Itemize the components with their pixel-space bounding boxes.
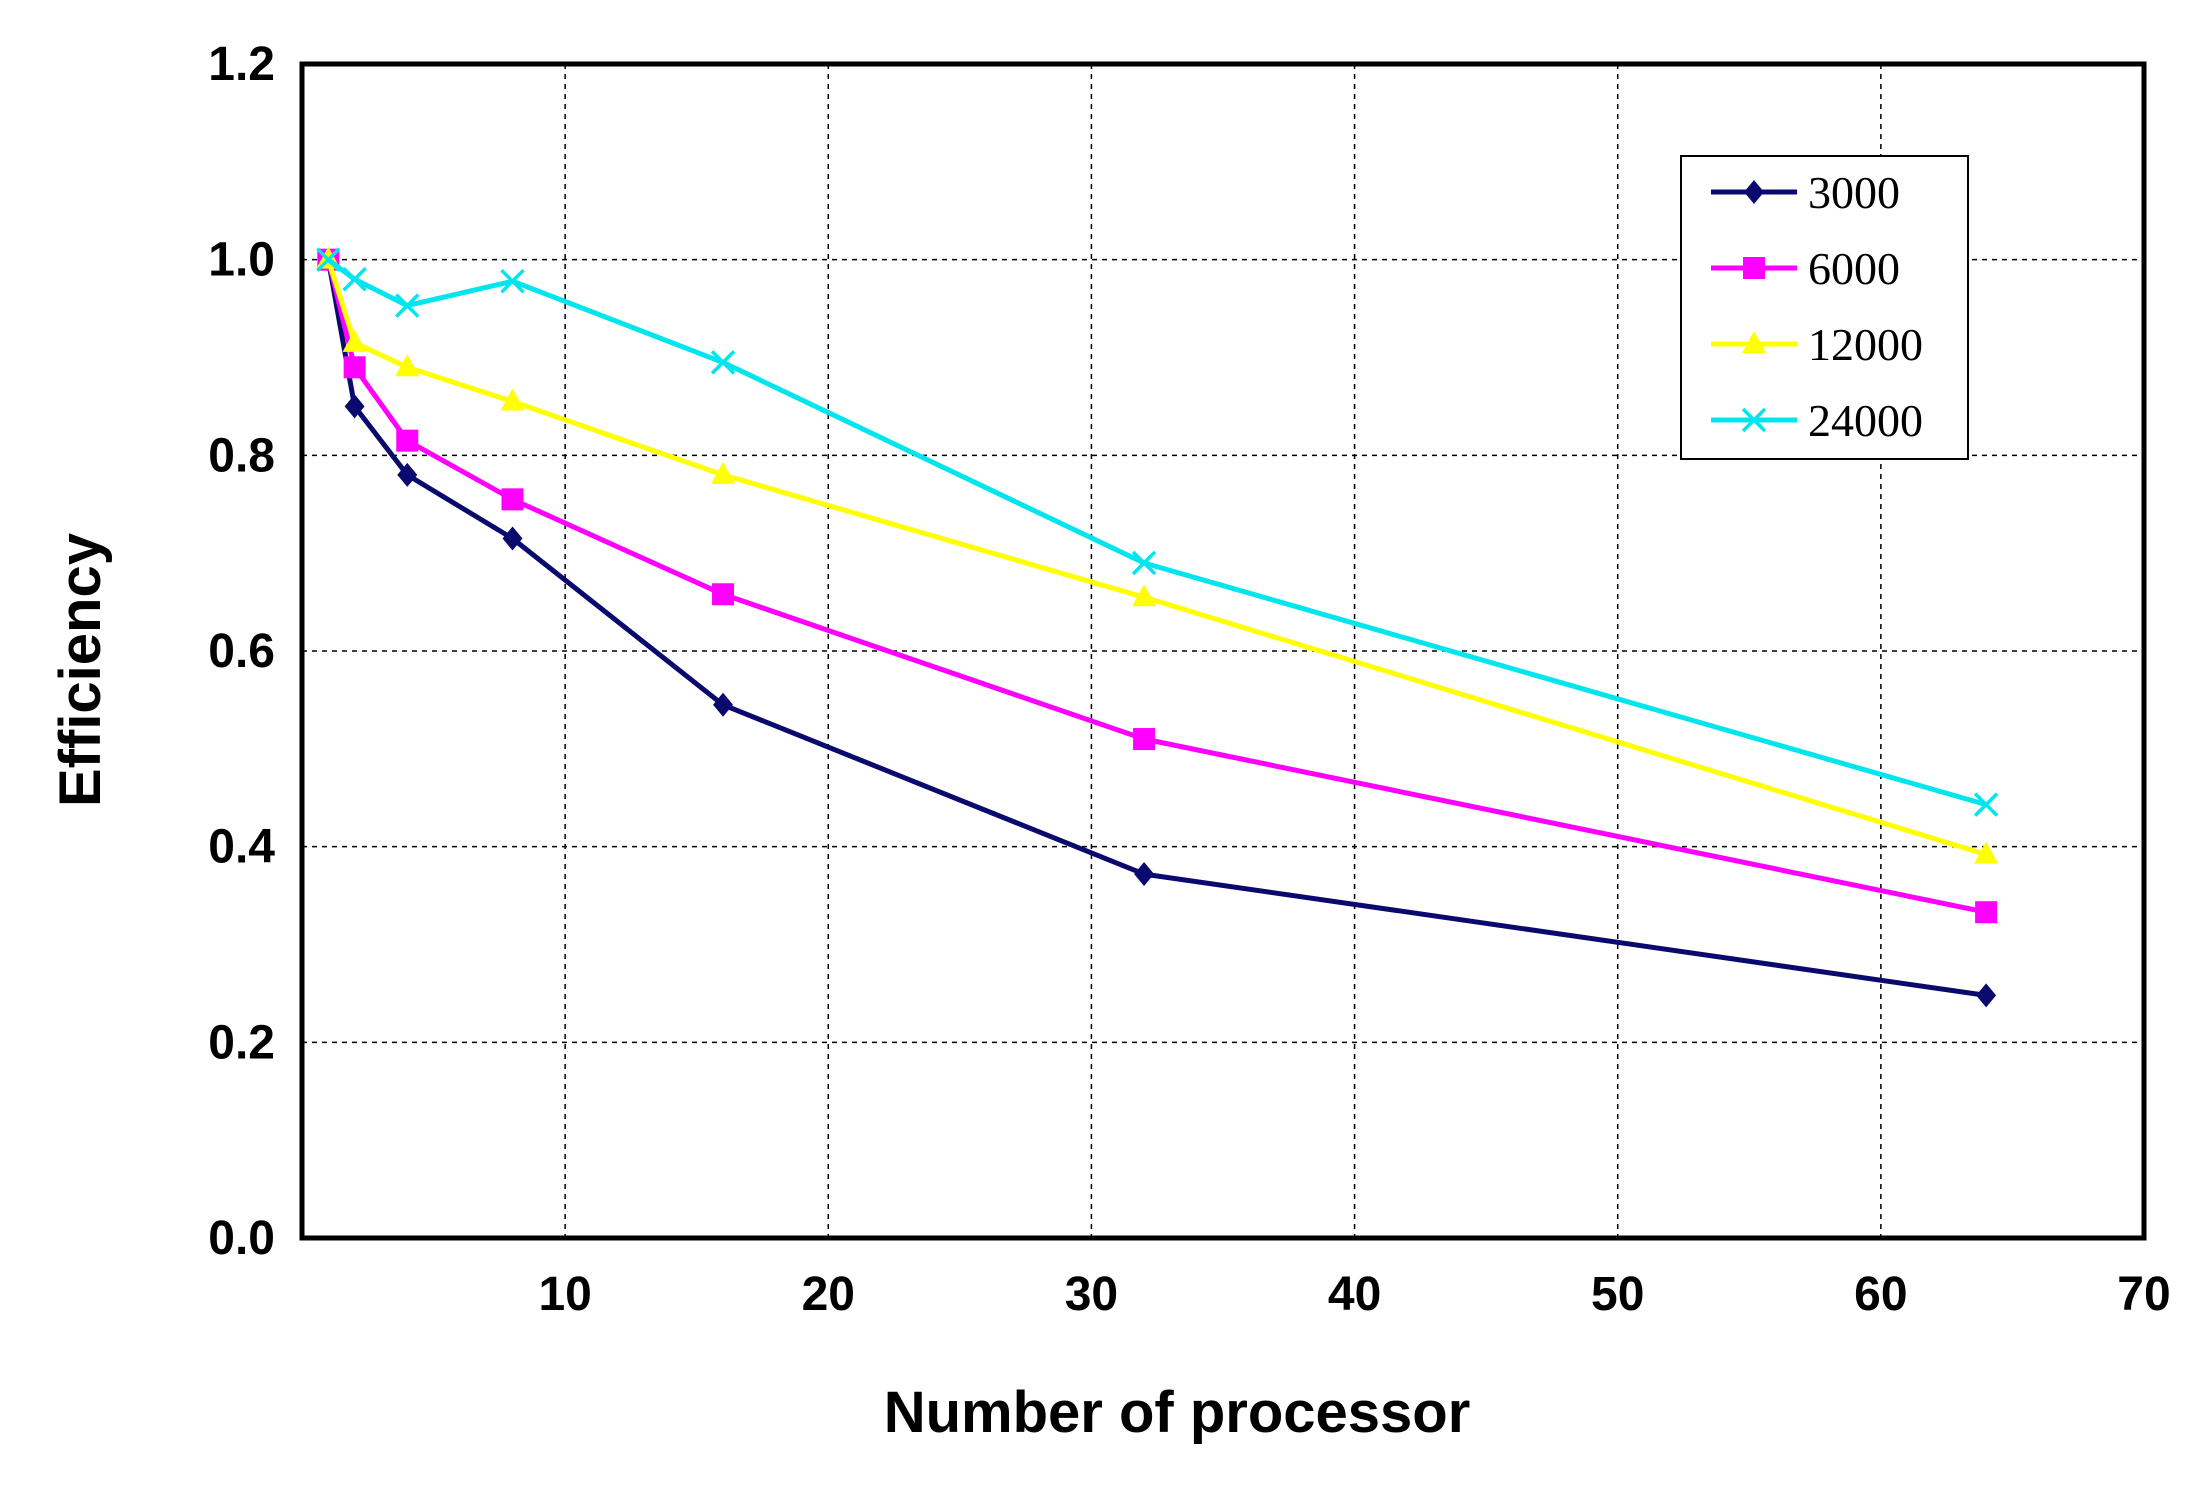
data-point-12000 <box>395 354 420 377</box>
data-point-3000 <box>502 526 523 551</box>
series-24000 <box>316 247 1999 817</box>
series-3000 <box>318 247 1997 1008</box>
x-tick-label: 50 <box>1591 1268 1644 1321</box>
y-tick-label: 0.8 <box>208 429 275 482</box>
legend-marker <box>1742 331 1766 353</box>
y-tick-label: 1.2 <box>208 38 275 91</box>
legend-marker <box>1741 407 1767 433</box>
x-tick-label: 70 <box>2117 1268 2170 1321</box>
data-point-6000 <box>343 356 366 379</box>
data-point-12000 <box>711 461 736 484</box>
data-point-3000 <box>1976 983 1997 1008</box>
data-point-24000 <box>1131 550 1157 576</box>
data-point-6000 <box>1133 728 1156 751</box>
data-point-24000 <box>710 350 736 375</box>
data-point-12000 <box>1132 584 1157 607</box>
data-point-24000 <box>1973 792 1999 817</box>
legend-item-3000: 3000 <box>1711 167 1900 218</box>
data-point-12000 <box>342 329 367 352</box>
y-tick-label: 0.0 <box>208 1212 275 1265</box>
legend-label: 3000 <box>1808 167 1900 218</box>
legend-label: 6000 <box>1808 243 1900 294</box>
x-tick-label: 60 <box>1854 1268 1907 1321</box>
data-point-3000 <box>1134 862 1155 887</box>
x-tick-label: 40 <box>1328 1268 1381 1321</box>
data-series <box>316 246 1999 1008</box>
legend-item-12000: 12000 <box>1711 319 1923 370</box>
legend-marker <box>1744 180 1764 204</box>
axis-ticks: 10 20 30 40 50 60 70 0.0 0.2 0.4 0.6 0.8 1.0 1.2 <box>208 38 2170 1321</box>
legend-item-6000: 6000 <box>1711 243 1900 294</box>
legend-box <box>1680 155 1969 460</box>
legend-item-24000: 24000 <box>1711 395 1923 446</box>
x-tick-label: 20 <box>802 1268 855 1321</box>
data-point-12000 <box>1974 841 1999 864</box>
y-axis-title: Efficiency <box>48 533 113 807</box>
x-tick-label: 30 <box>1065 1268 1118 1321</box>
data-point-3000 <box>397 462 418 487</box>
data-point-24000 <box>342 266 367 292</box>
legend-marker <box>1743 257 1765 279</box>
legend-label: 24000 <box>1808 395 1923 446</box>
data-point-24000 <box>316 247 341 272</box>
y-tick-label: 0.4 <box>208 821 275 874</box>
x-axis-title: Number of processor <box>884 1380 1471 1445</box>
y-tick-label: 0.2 <box>208 1016 275 1069</box>
data-point-6000 <box>1975 901 1998 924</box>
data-point-24000 <box>395 293 420 318</box>
data-point-3000 <box>344 394 365 419</box>
data-point-6000 <box>501 488 524 511</box>
legend-label: 12000 <box>1808 319 1923 370</box>
data-point-6000 <box>712 583 735 606</box>
legend: 3000 6000 12000 24000 <box>1680 155 1969 460</box>
data-point-12000 <box>500 388 525 411</box>
plot-area-frame <box>299 61 2147 1241</box>
data-point-6000 <box>396 429 419 452</box>
y-tick-label: 1.0 <box>208 234 275 287</box>
data-point-24000 <box>500 268 525 294</box>
data-point-3000 <box>713 692 734 717</box>
x-tick-label: 10 <box>538 1268 591 1321</box>
y-tick-label: 0.6 <box>208 625 275 678</box>
